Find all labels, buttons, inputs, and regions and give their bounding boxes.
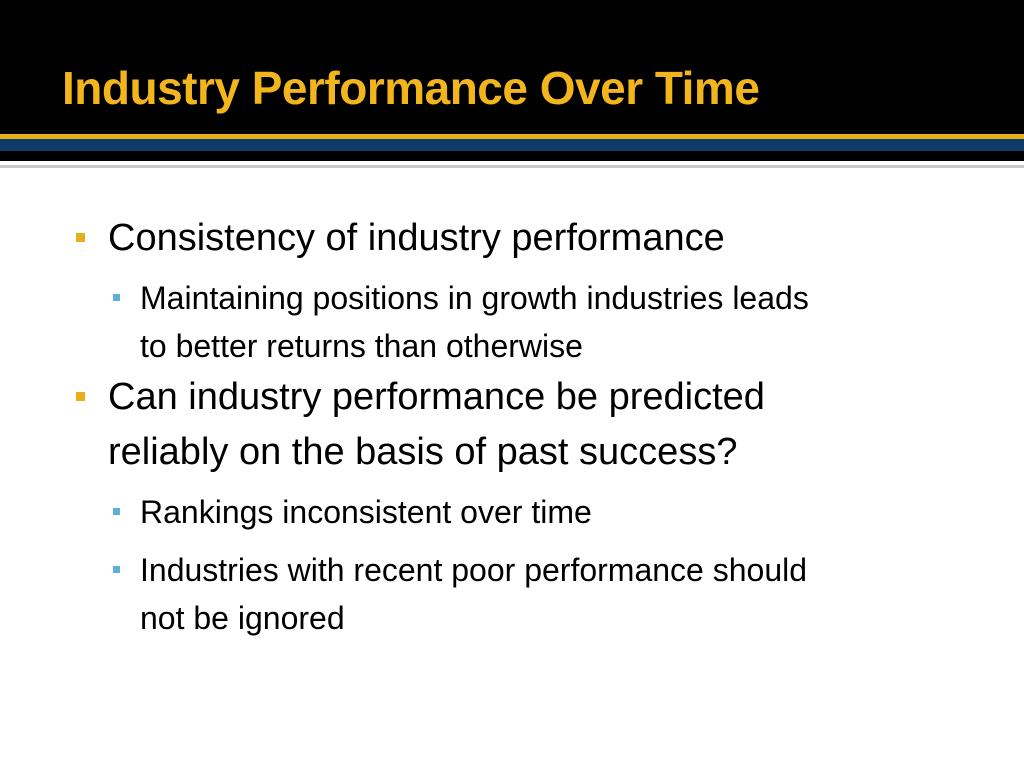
bullet-square-icon [76, 392, 85, 401]
bullet-level2-line: to better returns than otherwise [140, 328, 583, 364]
bullet-level2-line: Maintaining positions in growth industri… [140, 280, 809, 316]
bullet-level2-line: Rankings inconsistent over time [140, 494, 592, 530]
bullet-square-icon [113, 566, 120, 573]
bullet-level2-line: not be ignored [140, 600, 345, 636]
bullet-level2-line: Industries with recent poor performance … [140, 552, 808, 588]
slide-title: Industry Performance Over Time [62, 62, 760, 114]
bullet-square-icon [113, 508, 120, 515]
gold-stripe [0, 134, 1024, 139]
title-bar: Industry Performance Over Time [0, 0, 1024, 134]
bullet-square-icon [76, 233, 85, 242]
bullet-level1-line: reliably on the basis of past success? [108, 431, 738, 473]
gray-rule [0, 165, 1024, 168]
bullet-level1-line: Can industry performance be predicted [108, 376, 765, 418]
navy-stripe [0, 139, 1024, 151]
bullet-level1: Consistency of industry performance [108, 217, 725, 259]
black-stripe [0, 151, 1024, 161]
bullet-square-icon [113, 294, 120, 301]
